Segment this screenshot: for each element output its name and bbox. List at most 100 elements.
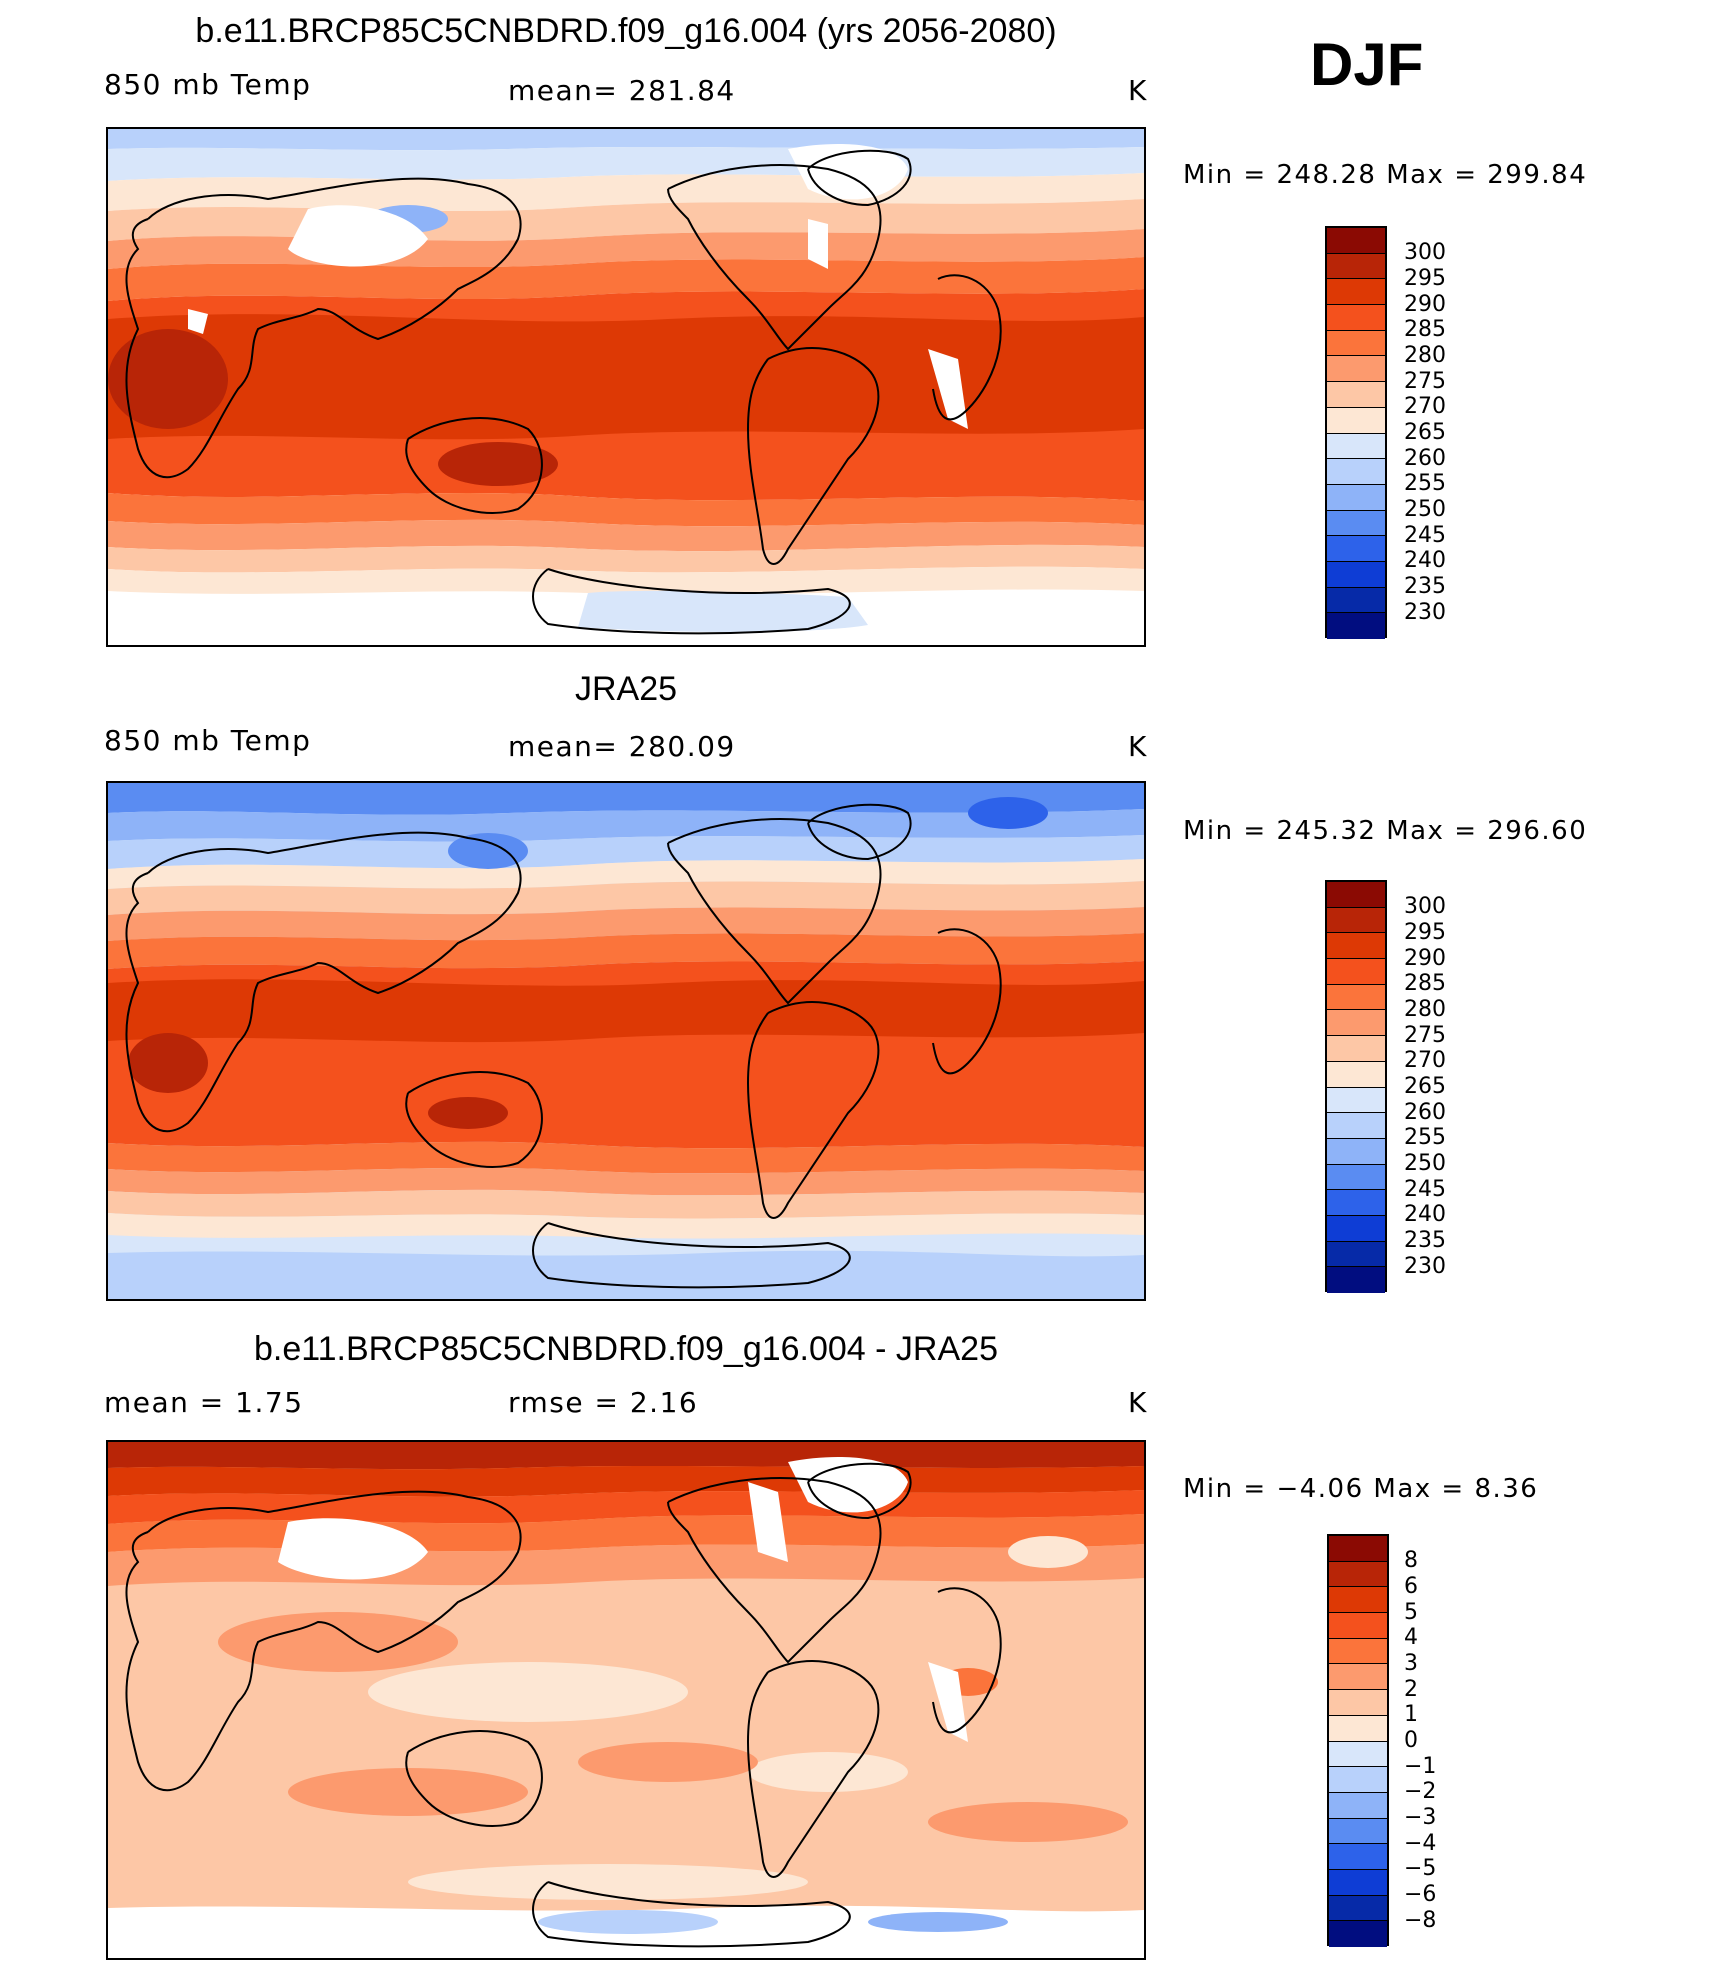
colorbar-bin — [1327, 279, 1385, 306]
panel-3-map — [106, 1440, 1146, 1960]
colorbar-bin — [1329, 1664, 1387, 1691]
colorbar-bin — [1329, 1587, 1387, 1614]
colorbar-bin — [1329, 1895, 1387, 1922]
panel-2-left-label: 850 mb Temp — [104, 724, 312, 757]
panel-1-map — [106, 127, 1146, 647]
colorbar-bin — [1327, 1215, 1385, 1242]
colorbar-tick-label: 6 — [1404, 1574, 1418, 1599]
colorbar-tick-label: 275 — [1404, 369, 1446, 394]
colorbar-tick-label: 255 — [1404, 1125, 1446, 1150]
colorbar-bin — [1327, 382, 1385, 408]
colorbar-tick-label: 285 — [1404, 971, 1446, 996]
colorbar-bin — [1327, 1241, 1385, 1268]
colorbar-bin — [1327, 1138, 1385, 1165]
colorbar-bin — [1327, 933, 1385, 960]
colorbar-tick-label: 275 — [1404, 1023, 1446, 1048]
colorbar-bin — [1327, 407, 1385, 434]
colorbar-tick-label: 230 — [1404, 1254, 1446, 1279]
colorbar-bin — [1327, 536, 1385, 562]
colorbar-bin — [1329, 1767, 1387, 1793]
colorbar-tick-label: −2 — [1404, 1779, 1437, 1804]
colorbar-tick-label: 300 — [1404, 240, 1446, 265]
panel-3-rmse-label: rmse = 2.16 — [508, 1386, 699, 1419]
colorbar-tick-label: 8 — [1404, 1548, 1418, 1573]
colorbar-bin — [1327, 1190, 1385, 1216]
colorbar-bin — [1327, 510, 1385, 537]
season-label: DJF — [1310, 31, 1424, 98]
colorbar-tick-label: 290 — [1404, 292, 1446, 317]
colorbar-tick-label: 280 — [1404, 343, 1446, 368]
colorbar-tick-label: 295 — [1404, 920, 1446, 945]
colorbar-tick-label: 5 — [1404, 1600, 1418, 1625]
colorbar-bin — [1327, 907, 1385, 934]
colorbar-bin — [1327, 613, 1385, 639]
panel-2-title: JRA25 — [574, 670, 678, 708]
colorbar-bin — [1327, 228, 1385, 254]
colorbar-tick-label: 265 — [1404, 1074, 1446, 1099]
colorbar-tick-label: −8 — [1404, 1908, 1437, 1933]
colorbar-tick-label: 285 — [1404, 317, 1446, 342]
colorbar-tick-label: −3 — [1404, 1805, 1437, 1830]
panel-1-title: b.e11.BRCP85C5CNBDRD.f09_g16.004 (yrs 20… — [195, 12, 1057, 50]
colorbar-tick-label: −5 — [1404, 1856, 1437, 1881]
colorbar-bin — [1327, 1267, 1385, 1293]
colorbar-tick-label: 280 — [1404, 997, 1446, 1022]
colorbar-bin — [1327, 1113, 1385, 1139]
colorbar-tick-label: 240 — [1404, 548, 1446, 573]
colorbar-bin — [1329, 1715, 1387, 1742]
panel-1-mean-label: mean= 281.84 — [508, 74, 736, 107]
panel-2-colorbar — [1325, 880, 1387, 1293]
colorbar-bin — [1327, 882, 1385, 908]
colorbar-tick-label: 260 — [1404, 446, 1446, 471]
colorbar-bin — [1327, 356, 1385, 383]
panel-1-left-label: 850 mb Temp — [104, 68, 312, 101]
colorbar-tick-label: 245 — [1404, 523, 1446, 548]
colorbar-bin — [1329, 1818, 1387, 1845]
colorbar-tick-label: 290 — [1404, 946, 1446, 971]
panel-2-units-label: K — [1128, 730, 1148, 763]
panel-1-minmax: Min = 248.28 Max = 299.84 — [1183, 160, 1588, 190]
colorbar-bin — [1327, 587, 1385, 614]
colorbar-bin — [1329, 1869, 1387, 1896]
colorbar-tick-label: −4 — [1404, 1831, 1437, 1856]
colorbar-bin — [1327, 1164, 1385, 1191]
colorbar-bin — [1327, 984, 1385, 1011]
panel-1-units-label: K — [1128, 74, 1148, 107]
colorbar-tick-label: 250 — [1404, 1151, 1446, 1176]
colorbar-tick-label: −1 — [1404, 1754, 1437, 1779]
panel-3-mean-label: mean = 1.75 — [104, 1386, 304, 1419]
panel-2-map-plot — [108, 783, 1144, 1299]
colorbar-tick-label: 255 — [1404, 471, 1446, 496]
colorbar-tick-label: 3 — [1404, 1651, 1418, 1676]
colorbar-bin — [1329, 1561, 1387, 1588]
panel-1-map-plot — [108, 129, 1144, 645]
colorbar-tick-label: 240 — [1404, 1202, 1446, 1227]
colorbar-bin — [1329, 1690, 1387, 1716]
colorbar-tick-label: 295 — [1404, 266, 1446, 291]
colorbar-bin — [1327, 1087, 1385, 1114]
colorbar-bin — [1327, 330, 1385, 357]
colorbar-bin — [1329, 1792, 1387, 1819]
panel-3-colorbar — [1327, 1534, 1389, 1947]
colorbar-bin — [1329, 1741, 1387, 1768]
colorbar-bin — [1327, 433, 1385, 460]
colorbar-tick-label: 270 — [1404, 1048, 1446, 1073]
colorbar-tick-label: −6 — [1404, 1882, 1437, 1907]
panel-1-colorbar — [1325, 226, 1387, 639]
panel-3-title: b.e11.BRCP85C5CNBDRD.f09_g16.004 - JRA25 — [254, 1330, 998, 1368]
colorbar-tick-label: 260 — [1404, 1100, 1446, 1125]
colorbar-bin — [1327, 1010, 1385, 1037]
colorbar-bin — [1329, 1638, 1387, 1665]
colorbar-tick-label: 300 — [1404, 894, 1446, 919]
colorbar-tick-label: 265 — [1404, 420, 1446, 445]
colorbar-tick-label: 2 — [1404, 1677, 1418, 1702]
colorbar-tick-label: 4 — [1404, 1625, 1418, 1650]
colorbar-bin — [1327, 484, 1385, 511]
panel-2-mean-label: mean= 280.09 — [508, 730, 736, 763]
colorbar-bin — [1327, 561, 1385, 588]
colorbar-bin — [1327, 1061, 1385, 1088]
colorbar-tick-label: 250 — [1404, 497, 1446, 522]
colorbar-tick-label: 235 — [1404, 574, 1446, 599]
colorbar-bin — [1327, 305, 1385, 331]
colorbar-bin — [1327, 1036, 1385, 1062]
